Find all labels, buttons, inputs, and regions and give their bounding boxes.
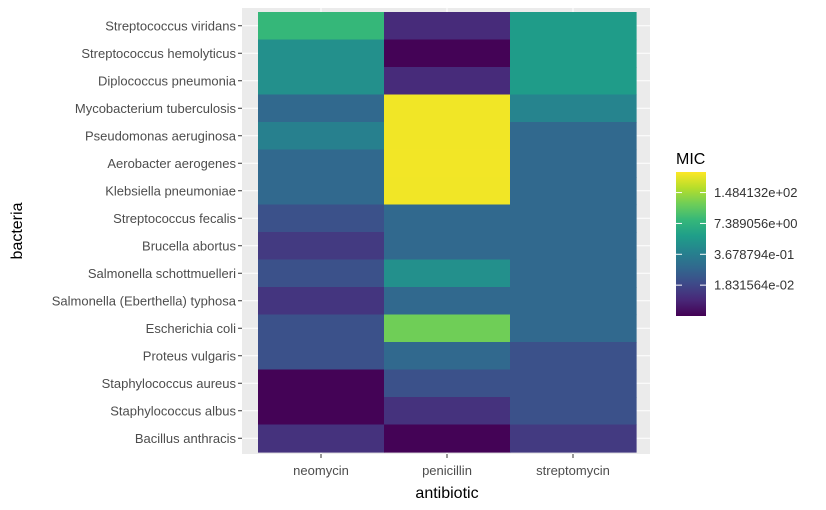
heatmap-cell [258, 39, 385, 68]
heatmap-cell [384, 397, 511, 426]
heatmap-cell [510, 204, 637, 233]
heatmap-cell [258, 204, 385, 233]
heatmap-cell [258, 369, 385, 398]
heatmap-cell [510, 287, 637, 316]
heatmap-cell [384, 39, 511, 68]
heatmap-cell [510, 122, 637, 151]
y-tick-label: Klebsiella pneumoniae [105, 183, 236, 198]
heatmap-cell [258, 287, 385, 316]
heatmap-cell [384, 204, 511, 233]
y-tick-label: Diplococcus pneumonia [98, 73, 237, 88]
heatmap-cell [258, 12, 385, 41]
heatmap-cell [384, 259, 511, 288]
heatmap-cell [384, 12, 511, 41]
heatmap-cell [510, 12, 637, 41]
y-tick-label: Salmonella (Eberthella) typhosa [52, 293, 237, 308]
heatmap-cell [384, 342, 511, 371]
heatmap-cell [510, 342, 637, 371]
y-tick-label: Escherichia coli [146, 321, 236, 336]
x-axis-title: antibiotic [415, 485, 478, 502]
heatmap-cell [510, 232, 637, 261]
heatmap-cell [384, 424, 511, 453]
y-tick-label: Salmonella schottmuelleri [88, 266, 236, 281]
x-tick-label: penicillin [422, 463, 472, 478]
y-tick-label: Proteus vulgaris [143, 348, 237, 363]
color-legend: MIC 1.484132e+02 7.389056e+00 3.678794e-01… [676, 151, 798, 316]
heatmap-cell [258, 67, 385, 96]
heatmap-cell [510, 177, 637, 206]
legend-label: 1.484132e+02 [714, 185, 798, 200]
heatmap-cell [384, 177, 511, 206]
y-tick-label: Pseudomonas aeruginosa [85, 128, 237, 143]
heatmap-cell [384, 369, 511, 398]
heatmap-cell [384, 67, 511, 96]
y-tick-label: Streptococcus hemolyticus [81, 46, 236, 61]
heatmap-cell [510, 67, 637, 96]
heatmap-cell [510, 314, 637, 343]
heatmap-cell [258, 177, 385, 206]
y-axis-title: bacteria [9, 202, 26, 259]
heatmap-cell [258, 424, 385, 453]
heatmap-cell [510, 39, 637, 68]
legend-colorbar [676, 172, 706, 316]
heatmap-cell [384, 287, 511, 316]
y-tick-label: Streptococcus viridans [105, 18, 236, 33]
heatmap-cell [258, 314, 385, 343]
heatmap-cell [258, 342, 385, 371]
y-tick-label: Aerobacter aerogenes [107, 156, 236, 171]
heatmap-cell [258, 94, 385, 123]
heatmap-cell [510, 424, 637, 453]
y-tick-label: Streptococcus fecalis [113, 211, 236, 226]
legend-label: 1.831564e-02 [714, 278, 794, 293]
heatmap-cell [258, 122, 385, 151]
heatmap-cells [258, 12, 637, 453]
y-tick-label: Brucella abortus [142, 238, 236, 253]
x-tick-label: streptomycin [536, 463, 610, 478]
y-tick-label: Staphylococcus albus [110, 403, 236, 418]
heatmap-cell [258, 149, 385, 178]
legend-label: 7.389056e+00 [714, 216, 798, 231]
heatmap-cell [384, 314, 511, 343]
x-tick-label: neomycin [293, 463, 349, 478]
heatmap-cell [258, 259, 385, 288]
x-axis: neomycin penicillin streptomycin [293, 454, 610, 478]
legend-title: MIC [676, 151, 705, 168]
heatmap-cell [510, 94, 637, 123]
heatmap-cell [384, 232, 511, 261]
heatmap-cell [510, 369, 637, 398]
y-tick-label: Bacillus anthracis [135, 431, 237, 446]
heatmap-cell [510, 259, 637, 288]
y-axis: Streptococcus viridans Streptococcus hemo… [52, 18, 242, 446]
heatmap-cell [384, 149, 511, 178]
heatmap-cell [510, 149, 637, 178]
legend-label: 3.678794e-01 [714, 247, 794, 262]
y-tick-label: Staphylococcus aureus [102, 376, 237, 391]
heatmap-cell [384, 94, 511, 123]
heatmap-cell [258, 232, 385, 261]
y-tick-label: Mycobacterium tuberculosis [75, 101, 237, 116]
heatmap-cell [510, 397, 637, 426]
heatmap-cell [258, 397, 385, 426]
heatmap-cell [384, 122, 511, 151]
